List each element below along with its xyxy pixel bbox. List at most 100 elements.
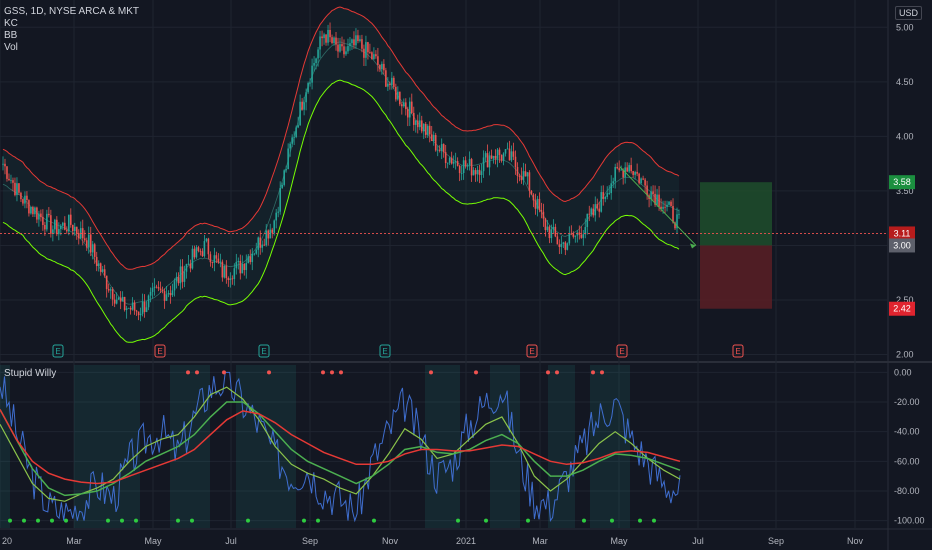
candle-body bbox=[510, 151, 513, 161]
candle-body bbox=[73, 226, 76, 232]
oscillator-label[interactable]: Stupid Willy bbox=[4, 368, 57, 379]
candle-body bbox=[223, 265, 226, 278]
price-tick-label: 2.00 bbox=[896, 350, 914, 360]
osc-dot bbox=[36, 518, 40, 523]
candle-body bbox=[422, 123, 425, 132]
candle-body bbox=[293, 136, 295, 138]
currency-badge[interactable]: USD bbox=[894, 6, 922, 20]
osc-dot bbox=[190, 518, 194, 523]
indicator-bb[interactable]: BB bbox=[4, 30, 18, 41]
candle-body bbox=[393, 77, 395, 87]
candle-body bbox=[375, 54, 377, 57]
candle-body bbox=[644, 179, 646, 186]
osc-shade bbox=[170, 365, 210, 528]
candle-body bbox=[610, 183, 612, 194]
candle-body bbox=[193, 248, 196, 258]
candle-body bbox=[211, 262, 214, 263]
candle-body bbox=[468, 159, 471, 166]
candle-body bbox=[530, 190, 533, 195]
candle-body bbox=[273, 220, 275, 233]
candle-body bbox=[568, 233, 571, 244]
candle-body bbox=[484, 153, 487, 158]
candle-body bbox=[454, 161, 457, 162]
candle-body bbox=[612, 181, 614, 184]
candle-body bbox=[638, 173, 640, 184]
candle-body bbox=[524, 171, 527, 177]
stop-zone bbox=[700, 245, 772, 309]
candle-body bbox=[20, 192, 22, 200]
candle-body bbox=[658, 194, 660, 207]
candle-body bbox=[201, 251, 204, 257]
candle-body bbox=[500, 154, 503, 161]
candle-body bbox=[231, 278, 234, 280]
candle-body bbox=[89, 234, 92, 253]
candle-body bbox=[446, 162, 449, 164]
candle-body bbox=[141, 301, 144, 314]
chart-legend: GSS, 1D, NYSE ARCA & MKT KC BB Vol bbox=[4, 6, 139, 54]
candle-body bbox=[588, 213, 591, 215]
osc-shade bbox=[425, 365, 460, 528]
candle-body bbox=[554, 226, 557, 237]
candle-body bbox=[265, 230, 268, 246]
osc-top-dot bbox=[429, 370, 433, 375]
candle-body bbox=[590, 208, 593, 215]
indicator-vol[interactable]: Vol bbox=[4, 42, 18, 53]
candle-body bbox=[347, 46, 349, 52]
symbol-line[interactable]: GSS, 1D, NYSE ARCA & MKT bbox=[4, 6, 140, 17]
osc-shade bbox=[0, 365, 10, 528]
candle-body bbox=[85, 240, 88, 248]
osc-shade bbox=[74, 365, 140, 528]
osc-tick-label: -60.00 bbox=[894, 456, 920, 466]
candle-body bbox=[385, 70, 387, 87]
candle-body bbox=[496, 149, 499, 159]
time-tick-label: May bbox=[610, 536, 628, 546]
osc-top-dot bbox=[222, 370, 226, 375]
earnings-marker bbox=[616, 344, 628, 358]
band-fill bbox=[3, 7, 679, 343]
candle-body bbox=[630, 165, 632, 172]
candle-body bbox=[143, 301, 146, 312]
price-tick-label: 2.50 bbox=[896, 295, 914, 305]
candle-body bbox=[409, 101, 411, 118]
time-tick-label: Jul bbox=[692, 536, 704, 546]
candlesticks bbox=[2, 22, 680, 322]
osc-top-dot bbox=[195, 370, 199, 375]
candle-body bbox=[426, 125, 429, 136]
time-tick-label: 2021 bbox=[456, 536, 476, 546]
candle-body bbox=[664, 206, 666, 208]
indicator-kc[interactable]: KC bbox=[4, 18, 18, 29]
candle-body bbox=[185, 264, 188, 272]
osc-dot bbox=[484, 518, 488, 523]
candle-body bbox=[235, 261, 238, 269]
candle-body bbox=[207, 238, 210, 255]
candle-body bbox=[676, 214, 678, 229]
candle-body bbox=[363, 48, 365, 58]
earnings-marker-label: E bbox=[735, 347, 740, 356]
candle-body bbox=[93, 244, 96, 257]
osc-dot bbox=[302, 518, 306, 523]
candle-body bbox=[34, 207, 36, 215]
band-basis bbox=[2, 41, 680, 305]
candle-body bbox=[83, 238, 86, 241]
candle-body bbox=[486, 153, 489, 168]
candle-body bbox=[558, 244, 561, 247]
candle-body bbox=[257, 237, 260, 250]
candle-body bbox=[197, 247, 200, 251]
candle-body bbox=[311, 65, 313, 83]
candle-body bbox=[105, 275, 108, 290]
candle-body bbox=[418, 120, 421, 128]
candle-body bbox=[81, 228, 84, 239]
candle-body bbox=[381, 63, 383, 70]
osc-dot bbox=[120, 518, 124, 523]
candle-body bbox=[405, 102, 407, 110]
candle-body bbox=[598, 208, 601, 212]
candle-body bbox=[14, 182, 16, 196]
candle-body bbox=[434, 135, 437, 151]
candle-body bbox=[389, 83, 391, 85]
time-tick-label: May bbox=[144, 536, 162, 546]
candle-body bbox=[30, 207, 32, 214]
candle-body bbox=[10, 180, 12, 181]
target-zone bbox=[700, 182, 772, 246]
candle-body bbox=[303, 102, 305, 110]
